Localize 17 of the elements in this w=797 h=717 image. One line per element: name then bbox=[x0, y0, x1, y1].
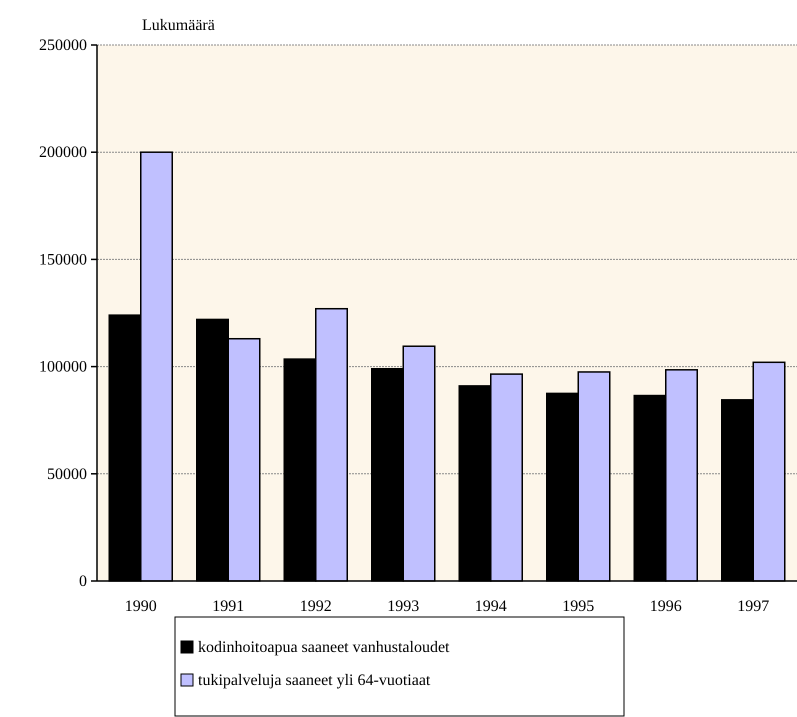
legend-label: kodinhoitoapua saaneet vanhustaloudet bbox=[198, 639, 450, 656]
y-tick-label: 250000 bbox=[39, 37, 87, 54]
y-tick-label: 50000 bbox=[47, 466, 87, 483]
y-tick-label: 200000 bbox=[39, 144, 87, 162]
x-tick-label: 1992 bbox=[300, 598, 332, 615]
x-tick-label: 1993 bbox=[387, 598, 420, 615]
legend-label: tukipalveluja saaneet yli 64-vuotiaat bbox=[198, 672, 431, 689]
x-tick-label: 1990 bbox=[124, 598, 157, 615]
x-tick-label: 1991 bbox=[212, 598, 244, 615]
x-tick-label: 1995 bbox=[562, 598, 594, 615]
x-tick-label: 1994 bbox=[474, 598, 507, 615]
y-axis-title: Lukumäärä bbox=[142, 17, 215, 34]
x-tick-label: 1996 bbox=[650, 598, 682, 615]
y-tick-label: 150000 bbox=[39, 251, 87, 268]
x-tick-label: 1997 bbox=[737, 598, 770, 615]
y-tick-label: 0 bbox=[79, 573, 87, 590]
y-tick-label: 100000 bbox=[39, 358, 87, 376]
